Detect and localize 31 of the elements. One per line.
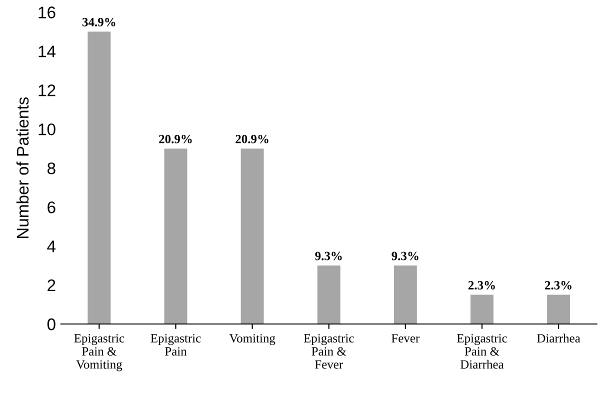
y-tick-label: 10 (38, 123, 56, 136)
x-tick-label: Fever (392, 334, 420, 343)
y-tick-label: 16 (38, 6, 56, 18)
annotation: 2.3% (468, 281, 495, 290)
y-tick-label: 4 (47, 240, 56, 252)
y-tick-label: 0 (47, 318, 56, 330)
bar (88, 32, 111, 324)
annotation: 9.3% (315, 252, 342, 260)
y-tick-label: 6 (48, 201, 56, 214)
annotation: 2.3% (545, 281, 572, 290)
bar (240, 148, 264, 324)
x-tick-label: Epigastric Pain & Vomiting (74, 334, 124, 372)
bar (470, 294, 494, 324)
y-tick-label: 2 (48, 279, 56, 292)
x-tick-label: Diarrhea (537, 334, 580, 343)
y-tick-label: 12 (38, 84, 56, 96)
x-tick-label: Epigastric Pain (150, 334, 201, 356)
annotation: 20.9% (236, 134, 268, 144)
bar (394, 266, 417, 324)
y-tick-label: 8 (47, 162, 56, 174)
annotation: 20.9% (159, 134, 192, 144)
x-tick-label: Vomiting (229, 334, 276, 346)
y-tick-label: 14 (38, 46, 56, 58)
y-axis-title: Number of Patients (16, 97, 29, 238)
bar (547, 294, 570, 324)
bar (164, 148, 188, 324)
x-tick-label: Epigastric Pain & Diarrhea (457, 334, 507, 369)
annotation: 34.9% (82, 18, 116, 26)
annotation: 9.3% (392, 252, 418, 260)
bar (317, 266, 340, 324)
x-tick-label: Epigastric Pain & Fever (304, 334, 354, 369)
